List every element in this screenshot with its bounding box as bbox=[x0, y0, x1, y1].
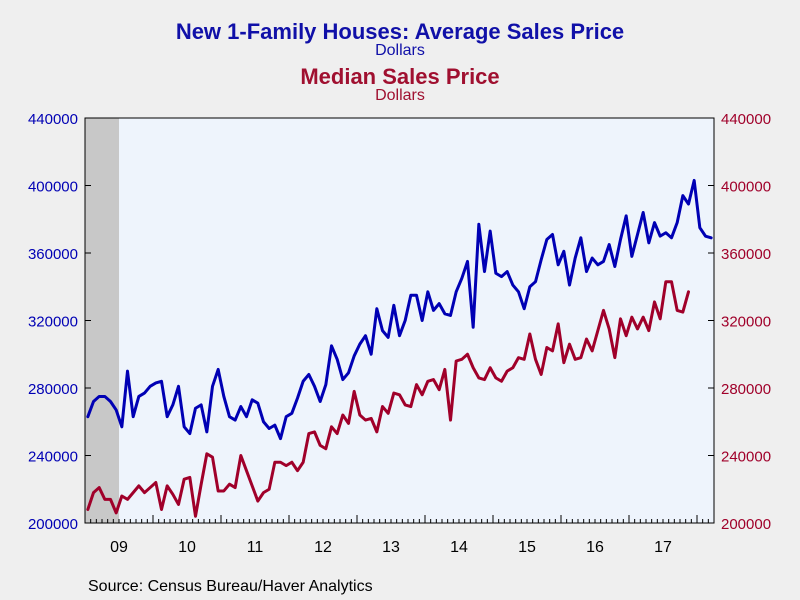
chart-subtitle-units: Dollars bbox=[375, 87, 425, 104]
y-tick-label-left: 320000 bbox=[28, 314, 78, 331]
y-tick-label-left: 200000 bbox=[28, 516, 78, 533]
median-price-series-line bbox=[86, 280, 690, 518]
y-tick-label-right: 360000 bbox=[721, 246, 771, 263]
y-tick-label-right: 200000 bbox=[721, 516, 771, 533]
average-price-series-line bbox=[86, 178, 713, 441]
y-tick-label-right: 440000 bbox=[721, 111, 771, 128]
y-tick-label-left: 280000 bbox=[28, 381, 78, 398]
plot-border bbox=[84, 117, 715, 524]
y-tick-label-left: 400000 bbox=[28, 179, 78, 196]
x-tick-label: 11 bbox=[247, 539, 264, 556]
x-tick-label: 14 bbox=[450, 539, 468, 556]
chart-subtitle: Median Sales Price bbox=[300, 64, 500, 89]
source-note: Source: Census Bureau/Haver Analytics bbox=[88, 578, 373, 595]
x-tick-label: 17 bbox=[654, 539, 672, 556]
y-tick-label-right: 280000 bbox=[721, 381, 771, 398]
x-tick-label: 12 bbox=[314, 539, 332, 556]
y-tick-label-left: 240000 bbox=[28, 449, 78, 466]
series-layer bbox=[86, 178, 713, 518]
y-tick-label-right: 240000 bbox=[721, 449, 771, 466]
y-tick-label-left: 360000 bbox=[28, 246, 78, 263]
y-tick-label-left: 440000 bbox=[28, 111, 78, 128]
chart-title: New 1-Family Houses: Average Sales Price bbox=[175, 19, 625, 44]
x-tick-label: 09 bbox=[110, 539, 128, 556]
axes-layer: 200000 200000 240000 240000 280000 280000 3200… bbox=[28, 111, 771, 556]
chart-title-units: Dollars bbox=[375, 42, 425, 59]
y-tick-label-right: 400000 bbox=[721, 179, 771, 196]
x-tick-label: 13 bbox=[382, 539, 400, 556]
y-tick-label-right: 320000 bbox=[721, 314, 771, 331]
x-tick-label: 16 bbox=[586, 539, 604, 556]
x-tick-label: 15 bbox=[518, 539, 536, 556]
x-tick-label: 10 bbox=[178, 539, 196, 556]
